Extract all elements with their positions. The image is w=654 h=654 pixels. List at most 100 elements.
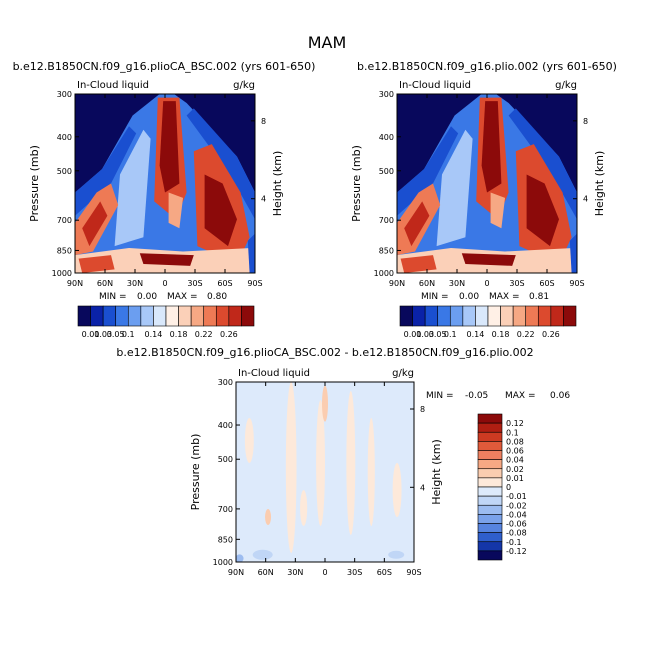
y-tick-label: 500 <box>57 167 72 176</box>
colorbar-label: 0.05 <box>429 330 447 339</box>
chart-panel-2: b.e12.B1850CN.f09_g16.plio.002 (yrs 601-… <box>350 60 617 339</box>
colorbar-label: 0.18 <box>170 330 188 339</box>
diff-region-positive <box>285 382 297 553</box>
colorbar-box <box>477 468 503 479</box>
field-region-light <box>114 129 151 247</box>
diff-region-positive <box>346 391 356 535</box>
colorbar-box <box>437 305 451 327</box>
y-tick-label: 300 <box>218 378 233 387</box>
colorbar-box <box>127 305 142 327</box>
y2-tick-label: 4 <box>583 195 588 204</box>
diff-region-positive <box>316 400 325 526</box>
x-tick-label: 0 <box>322 568 327 577</box>
panel-title: b.e12.B1850CN.f09_g16.plio.002 (yrs 601-… <box>357 60 617 73</box>
y-tick-label: 850 <box>57 246 72 255</box>
field-region-dark-red <box>204 174 237 247</box>
y-axis-title: Pressure (mb) <box>28 145 41 222</box>
y2-axis-title: Height (km) <box>593 151 606 217</box>
x-tick-label: 0 <box>162 279 167 288</box>
colorbar-box <box>477 541 503 552</box>
x-tick-label: 90S <box>406 568 421 577</box>
colorbar-label: 0.08 <box>506 437 524 446</box>
colorbar-label: 0.1 <box>444 330 457 339</box>
colorbar-label: -0.08 <box>506 529 527 538</box>
chart-panel-1: b.e12.B1850CN.f09_g16.plioCA_BSC.002 (yr… <box>13 60 316 339</box>
colorbar-box <box>399 305 413 327</box>
colorbar-box <box>477 413 503 424</box>
y-tick-label: 400 <box>218 421 233 430</box>
y-tick-label: 1000 <box>52 269 72 278</box>
max-value: 0.06 <box>550 391 570 401</box>
colorbar-box <box>477 504 503 515</box>
colorbar-label: 0.03 <box>416 330 434 339</box>
variable-label: In-Cloud liquid <box>238 368 310 379</box>
y-tick-label: 700 <box>379 216 394 225</box>
field-region-blue <box>75 126 137 216</box>
colorbar-box <box>153 305 167 327</box>
colorbar-box <box>115 305 129 327</box>
field-column-core <box>481 101 502 193</box>
y2-tick-label: 8 <box>583 117 588 126</box>
y-tick-label: 300 <box>379 90 394 99</box>
diff-region-positive <box>392 463 402 517</box>
colorbar-box <box>77 305 91 327</box>
colorbar-label: 0.03 <box>94 330 112 339</box>
y-tick-label: 850 <box>218 535 233 544</box>
field-region-blue <box>508 108 577 220</box>
colorbar-label: -0.01 <box>506 492 527 501</box>
x-tick-label: 90S <box>569 279 584 288</box>
y2-axis-title: Height (km) <box>430 439 443 505</box>
colorbar-label: 0.26 <box>220 330 238 339</box>
colorbar-label: 0.01 <box>506 474 524 483</box>
colorbar-box <box>477 550 503 561</box>
max-label: MAX = <box>167 292 198 302</box>
x-tick-label: 90S <box>247 279 262 288</box>
x-tick-label: 30N <box>127 279 143 288</box>
colorbar-box <box>190 305 205 327</box>
min-value: 0.00 <box>137 292 157 302</box>
x-tick-label: 90N <box>67 279 83 288</box>
y-tick-label: 1000 <box>374 269 394 278</box>
colorbar-box <box>203 305 217 327</box>
y2-tick-label: 4 <box>261 195 266 204</box>
field-low-core <box>78 255 115 273</box>
x-tick-label: 30S <box>347 568 362 577</box>
colorbar-box <box>477 514 503 524</box>
diff-region-positive-strong <box>322 385 328 422</box>
x-tick-label: 30S <box>509 279 524 288</box>
colorbar-box <box>477 532 503 543</box>
y2-tick-label: 8 <box>420 405 425 414</box>
min-value: -0.05 <box>465 391 488 401</box>
colorbar-label: 0.12 <box>506 419 524 428</box>
x-tick-label: 90N <box>389 279 405 288</box>
y-tick-label: 300 <box>57 90 72 99</box>
colorbar-label: 0 <box>506 483 511 492</box>
colorbar-box <box>424 305 439 327</box>
colorbar-label: 0.06 <box>506 447 524 456</box>
y-tick-label: 1000 <box>213 558 233 567</box>
field-region-red <box>82 201 108 247</box>
field-region-red <box>404 201 430 247</box>
colorbar-box <box>241 305 255 327</box>
y-tick-label: 500 <box>218 455 233 464</box>
colorbar-box <box>477 450 503 460</box>
colorbar-box <box>412 305 426 327</box>
y2-tick-label: 4 <box>420 483 425 492</box>
y-tick-label: 400 <box>379 133 394 142</box>
colorbar-label: 0.26 <box>542 330 560 339</box>
diff-region-negative <box>252 549 273 560</box>
y-tick-label: 500 <box>379 167 394 176</box>
colorbar-box <box>512 305 527 327</box>
field-region-light <box>436 129 473 247</box>
x-tick-label: 60S <box>217 279 232 288</box>
field-column-core <box>159 101 180 193</box>
max-label: MAX = <box>489 292 520 302</box>
y2-axis-title: Height (km) <box>271 151 284 217</box>
field-region-pale <box>490 192 505 229</box>
colorbar-label: -0.04 <box>506 510 527 519</box>
colorbar-box <box>477 495 503 506</box>
field-edge <box>569 233 577 273</box>
colorbar-box <box>477 422 503 433</box>
x-tick-label: 60N <box>258 568 274 577</box>
